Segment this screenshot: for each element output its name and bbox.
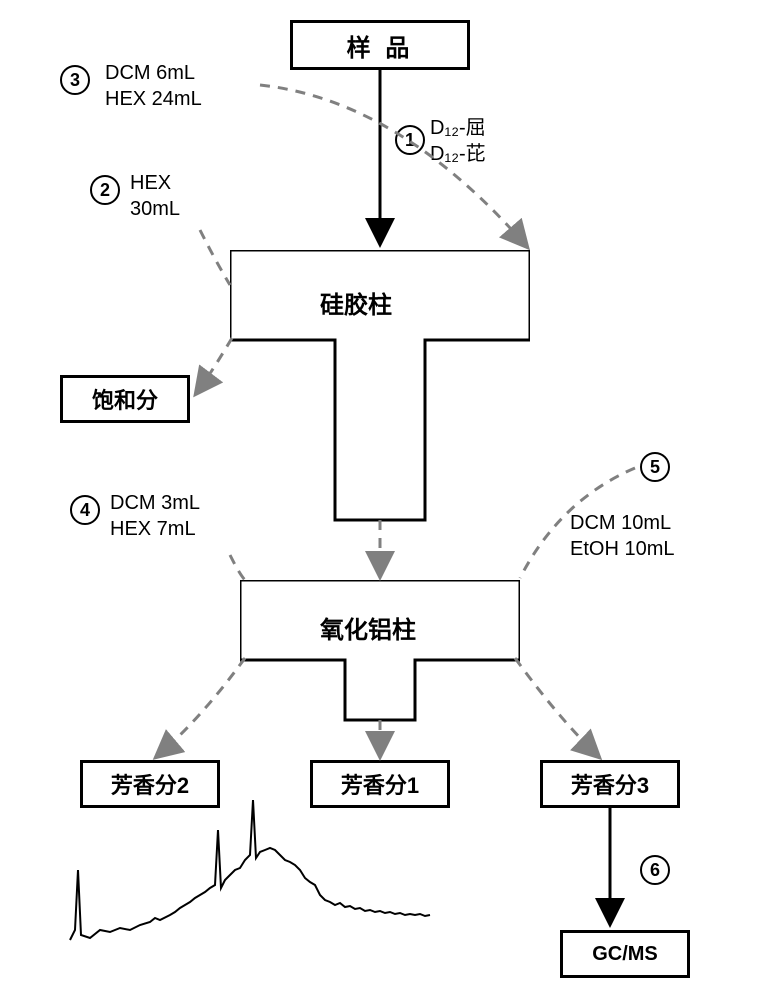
- chromatogram-trace: [70, 800, 430, 940]
- dashed-to-arom3: [515, 658, 600, 758]
- step-3-line-1: HEX 24mL: [105, 86, 202, 112]
- saturated-box: 饱和分: [60, 375, 190, 423]
- step-4-digit: 4: [80, 500, 90, 521]
- alumina-label: 氧化铝柱: [320, 610, 416, 645]
- dashed-step3-in: [260, 85, 528, 248]
- step-4-num: 4: [70, 495, 100, 525]
- step-6-digit: 6: [650, 860, 660, 881]
- dashed-step4-in: [230, 555, 245, 580]
- step-2-text: HEX 30mL: [130, 170, 180, 222]
- arom1-label: 芳香分1: [341, 768, 419, 800]
- step-5-line-0: DCM 10mL: [570, 510, 674, 536]
- silica-label: 硅胶柱: [320, 285, 392, 320]
- step-4-line-0: DCM 3mL: [110, 490, 200, 516]
- sample-label: 样 品: [347, 28, 414, 63]
- step-6-num: 6: [640, 855, 670, 885]
- step-4-text: DCM 3mL HEX 7mL: [110, 490, 200, 542]
- step-2-digit: 2: [100, 180, 110, 201]
- step-1-digit: 1: [405, 130, 415, 151]
- arom3-box: 芳香分3: [540, 760, 680, 808]
- step-4-line-1: HEX 7mL: [110, 516, 200, 542]
- alumina-shape: [240, 580, 520, 730]
- step-3-digit: 3: [70, 70, 80, 91]
- sample-box: 样 品: [290, 20, 470, 70]
- saturated-label: 饱和分: [92, 383, 158, 415]
- step-2-line-1: 30mL: [130, 196, 180, 222]
- step-2-line-0: HEX: [130, 170, 180, 196]
- arom2-label: 芳香分2: [111, 768, 189, 800]
- step-2-num: 2: [90, 175, 120, 205]
- dashed-to-saturated: [195, 338, 232, 395]
- step-1-text: D₁₂-屈 D₁₂-芘: [430, 115, 486, 167]
- alumina-column: 氧化铝柱: [240, 580, 520, 735]
- step-3-text: DCM 6mL HEX 24mL: [105, 60, 202, 112]
- arom2-box: 芳香分2: [80, 760, 220, 808]
- gcms-label: GC/MS: [592, 943, 658, 966]
- step-5-num: 5: [640, 452, 670, 482]
- arom3-label: 芳香分3: [571, 768, 649, 800]
- step-5-text: DCM 10mL EtOH 10mL: [570, 510, 674, 562]
- step-5-digit: 5: [650, 457, 660, 478]
- dashed-to-arom2: [155, 658, 245, 758]
- step-1-num: 1: [395, 125, 425, 155]
- step-5-line-1: EtOH 10mL: [570, 536, 674, 562]
- step-1-line-1: D₁₂-芘: [430, 141, 486, 167]
- silica-column: 硅胶柱: [230, 250, 530, 535]
- step-3-num: 3: [60, 65, 90, 95]
- gcms-box: GC/MS: [560, 930, 690, 978]
- dashed-step2-in: [200, 230, 230, 285]
- step-1-line-0: D₁₂-屈: [430, 115, 486, 141]
- arom1-box: 芳香分1: [310, 760, 450, 808]
- step-3-line-0: DCM 6mL: [105, 60, 202, 86]
